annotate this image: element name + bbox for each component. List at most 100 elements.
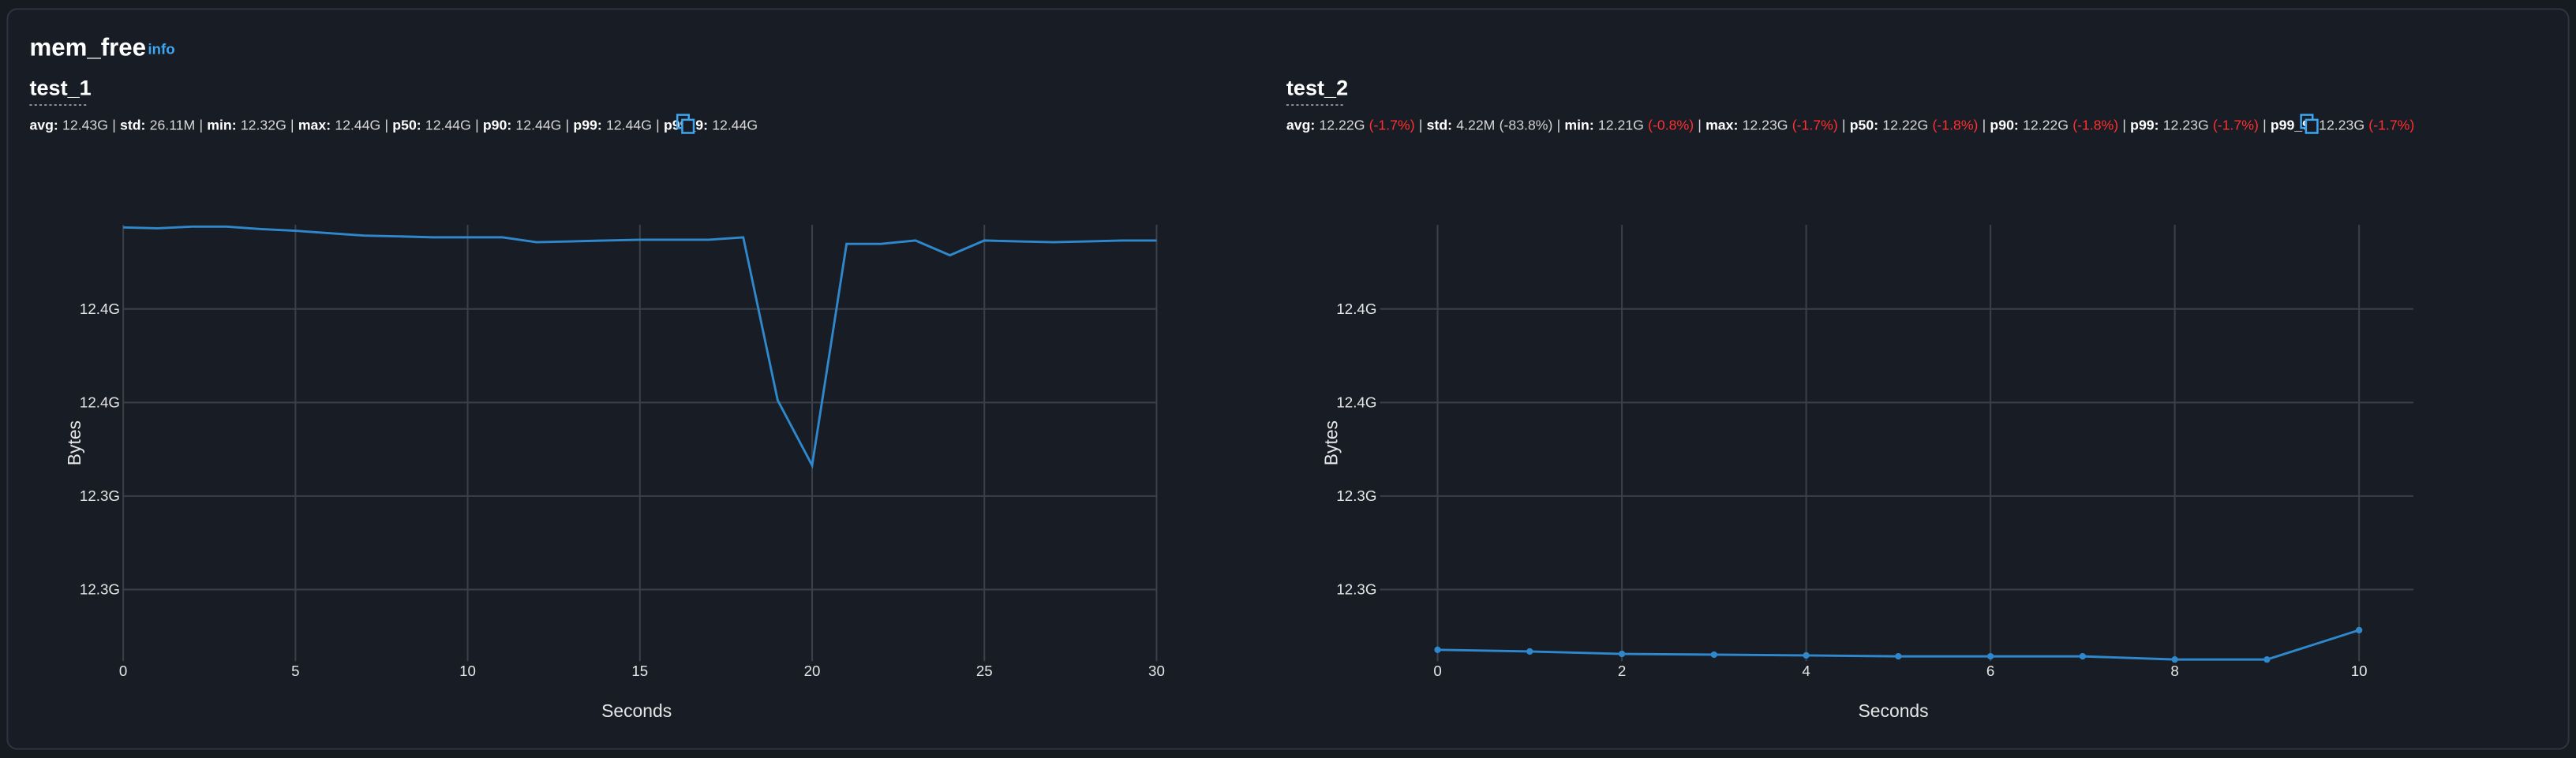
stat-delta: (-1.8%) (2072, 117, 2118, 133)
stat-value: 4.22M (1456, 117, 1495, 133)
stats-separator: | (656, 117, 660, 133)
stat-value: 12.44G (515, 117, 561, 133)
data-line (123, 225, 1157, 469)
stat-label: min: (207, 117, 236, 133)
x-axis-title: Seconds (1859, 700, 1929, 721)
y-tick-label: 12.4G (1336, 301, 1376, 317)
x-tick-label: 0 (1433, 663, 1441, 679)
x-tick-label: 6 (1986, 663, 1994, 679)
y-tick-label: 12.3G (1336, 581, 1376, 598)
x-tick-label: 20 (804, 663, 821, 679)
stat-delta: (-1.7%) (1369, 117, 1415, 133)
stats-separator: | (200, 117, 204, 133)
chart: test_2 avg: 12.22G (-1.7%) | std: 4.22M (-83.8%… (1286, 77, 2414, 721)
data-point (2263, 655, 2271, 663)
stats-separator: | (1419, 117, 1423, 133)
stat-label: p99: (2130, 117, 2159, 133)
y-tick-label: 12.4G (1336, 394, 1376, 411)
copy-button[interactable] (2300, 114, 2319, 134)
x-tick-label: 10 (459, 663, 476, 679)
stats-separator: | (1983, 117, 1986, 133)
stats-separator: | (112, 117, 116, 133)
stats-separator: | (385, 117, 389, 133)
stats-separator: | (1842, 117, 1846, 133)
y-tick-label: 12.3G (80, 487, 120, 504)
stat-label: p99: (573, 117, 601, 133)
stat-value: 12.22G (1882, 117, 1928, 133)
x-tick-label: 25 (976, 663, 993, 679)
stat-label: max: (298, 117, 331, 133)
data-point (2079, 652, 2087, 660)
stats-line: avg: 12.43G | std: 26.11M | min: 12.32G | max: 12.… (29, 117, 758, 133)
stat-value: 12.44G (335, 117, 380, 133)
x-tick-label: 15 (631, 663, 648, 679)
x-tick-label: 10 (2351, 663, 2368, 679)
stat-value: 12.44G (606, 117, 652, 133)
stat-label: max: (1705, 117, 1738, 133)
data-point (2171, 655, 2178, 663)
x-tick-label: 5 (291, 663, 299, 679)
info-link[interactable]: info (148, 41, 174, 58)
x-tick-label: 2 (1618, 663, 1626, 679)
stat-value: 12.23G (2163, 117, 2209, 133)
stats-separator: | (1698, 117, 1702, 133)
stat-value: 12.23G (1743, 117, 1788, 133)
stat-label: p50: (1850, 117, 1878, 133)
stat-value: 12.32G (241, 117, 286, 133)
data-point (1710, 651, 1717, 659)
stat-value: 12.23G (2319, 117, 2364, 133)
stats-line: avg: 12.22G (-1.7%) | std: 4.22M (-83.8%) | min:… (1286, 117, 2414, 133)
chart-title: test_2 (1286, 77, 1348, 100)
data-point (1986, 652, 1994, 660)
y-axis-title: Bytes (1320, 420, 1341, 465)
stat-delta: (-0.8%) (1648, 117, 1694, 133)
x-tick-label: 8 (2170, 663, 2178, 679)
stat-label: avg: (1286, 117, 1315, 133)
x-tick-label: 30 (1148, 663, 1165, 679)
stat-label: avg: (29, 117, 58, 133)
copy-icon-front (681, 118, 695, 134)
stats-separator: | (2263, 117, 2267, 133)
stat-delta: (-1.7%) (2213, 117, 2259, 133)
y-tick-label: 12.4G (80, 394, 120, 411)
stat-delta: (-1.7%) (2368, 117, 2414, 133)
panel-title: mem_free (29, 34, 146, 62)
data-point (1434, 646, 1441, 653)
panel (6, 8, 2570, 750)
copy-button[interactable] (676, 114, 695, 134)
stat-value: 12.43G (62, 117, 108, 133)
data-point (1526, 648, 1533, 655)
x-axis-title: Seconds (601, 700, 672, 721)
stats-separator: | (2122, 117, 2126, 133)
stat-value: 12.21G (1598, 117, 1644, 133)
y-axis-title: Bytes (64, 420, 84, 465)
data-point (1895, 652, 1902, 660)
chart-title: test_1 (29, 77, 91, 100)
stats-separator: | (1557, 117, 1561, 133)
x-tick-label: 0 (119, 663, 127, 679)
data-point (1618, 650, 1626, 658)
stats-separator: | (566, 117, 570, 133)
stat-label: p50: (392, 117, 421, 133)
stat-value: 12.22G (2023, 117, 2069, 133)
stat-delta: (-1.8%) (1932, 117, 1978, 133)
copy-icon-front (2305, 118, 2319, 134)
stat-value: 26.11M (150, 117, 196, 133)
y-tick-label: 12.4G (80, 301, 120, 317)
stat-value: 12.22G (1319, 117, 1365, 133)
stat-label: min: (1564, 117, 1593, 133)
y-tick-label: 12.3G (80, 581, 120, 598)
data-point (1803, 652, 1810, 659)
data-point (2355, 626, 2363, 634)
y-tick-label: 12.3G (1336, 487, 1376, 504)
x-tick-label: 4 (1802, 663, 1810, 679)
stat-label: p90: (483, 117, 511, 133)
stat-value: 12.44G (425, 117, 471, 133)
stat-value: 12.44G (712, 117, 758, 133)
stats-separator: | (290, 117, 294, 133)
stat-delta: (-1.7%) (1792, 117, 1838, 133)
stat-label: p90: (1990, 117, 2018, 133)
stats-separator: | (475, 117, 479, 133)
